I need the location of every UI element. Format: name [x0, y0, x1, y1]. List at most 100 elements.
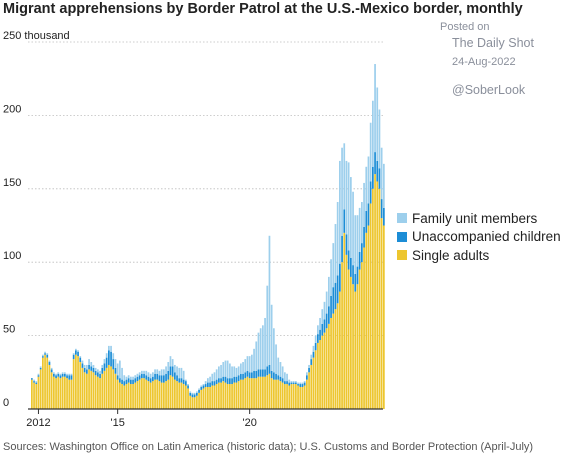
bar-unaccompanied — [88, 364, 90, 370]
bar-single — [182, 384, 185, 409]
bar-unaccompanied — [134, 378, 137, 383]
bar-single — [121, 384, 123, 409]
bar-unaccompanied — [361, 243, 363, 263]
bar-single — [237, 381, 240, 409]
bar-family — [178, 367, 181, 379]
bar-single — [268, 373, 271, 409]
bar-unaccompanied — [79, 357, 82, 363]
bar-family — [279, 362, 282, 377]
bar-single — [97, 376, 99, 409]
bar-family — [233, 366, 236, 377]
bar-family — [35, 381, 38, 383]
bar-single — [68, 379, 71, 409]
bar-unaccompanied — [334, 282, 337, 310]
bar-unaccompanied — [141, 373, 143, 379]
bar-family — [196, 391, 198, 393]
bar-family — [198, 388, 200, 390]
bar-single — [176, 381, 178, 409]
bar-unaccompanied — [33, 381, 35, 383]
legend-label-unaccompanied: Unaccompanied children — [412, 229, 561, 245]
bar-family — [202, 384, 205, 386]
bar-single — [312, 357, 315, 409]
bar-family — [317, 325, 319, 335]
bar-family — [321, 309, 324, 324]
bar-family — [347, 162, 350, 251]
bar-unaccompanied — [187, 385, 189, 389]
bar-single — [273, 379, 275, 409]
bar-unaccompanied — [279, 376, 282, 382]
bar-unaccompanied — [352, 265, 354, 285]
bar-unaccompanied — [189, 392, 192, 396]
bar-family — [277, 357, 280, 376]
bar-family — [169, 356, 172, 367]
bar-family — [268, 235, 271, 365]
bar-family — [42, 354, 44, 357]
bar-unaccompanied — [90, 366, 93, 371]
chart-title: Migrant apprehensions by Border Patrol a… — [3, 1, 523, 17]
bar-family — [156, 369, 159, 374]
bar-unaccompanied — [136, 376, 139, 382]
bar-unaccompanied — [174, 372, 176, 380]
bar-family — [325, 291, 328, 314]
bar-unaccompanied — [288, 382, 291, 386]
bar-single — [158, 381, 161, 409]
bar-family — [108, 345, 110, 351]
bar-unaccompanied — [83, 367, 86, 373]
bar-single — [70, 379, 73, 409]
bar-single — [339, 291, 341, 409]
bar-family — [246, 356, 249, 371]
bar-single — [50, 372, 53, 409]
bar-family — [193, 392, 196, 395]
bar-family — [237, 366, 240, 376]
bar-family — [352, 191, 354, 266]
bar-family — [297, 382, 299, 385]
bar-unaccompanied — [255, 370, 258, 379]
bar-unaccompanied — [372, 166, 374, 189]
bar-family — [112, 353, 115, 360]
bar-unaccompanied — [224, 376, 227, 383]
bar-unaccompanied — [378, 168, 381, 189]
bar-unaccompanied — [37, 375, 40, 377]
bar-family — [281, 366, 284, 379]
legend-item-single: Single adults — [397, 246, 561, 265]
bar-unaccompanied — [94, 370, 97, 376]
bar-unaccompanied — [158, 375, 161, 382]
bar-unaccompanied — [215, 379, 218, 385]
bar-single — [108, 364, 110, 409]
bar-unaccompanied — [143, 373, 145, 379]
bar-unaccompanied — [121, 379, 123, 385]
bar-single — [42, 357, 44, 409]
bar-unaccompanied — [310, 359, 313, 365]
bar-family — [185, 379, 187, 382]
bar-single — [92, 372, 95, 409]
bar-single — [262, 376, 264, 409]
bar-single — [321, 335, 324, 409]
bar-single — [187, 388, 189, 409]
bar-single — [145, 379, 148, 409]
bar-unaccompanied — [182, 379, 185, 385]
y-tick-label: 150 — [3, 177, 21, 189]
bar-single — [336, 303, 339, 409]
bar-unaccompanied — [46, 354, 49, 358]
bar-single — [325, 328, 328, 409]
bar-single — [354, 291, 357, 409]
bar-family — [44, 351, 46, 354]
bar-family — [143, 370, 145, 374]
bar-single — [138, 379, 141, 409]
bar-unaccompanied — [383, 207, 385, 226]
watermark-posted-on: Posted on — [440, 21, 490, 33]
bar-single — [363, 247, 365, 409]
bar-family — [242, 362, 244, 374]
bar-unaccompanied — [235, 376, 238, 383]
bar-unaccompanied — [244, 372, 247, 379]
bar-unaccompanied — [301, 384, 304, 387]
bar-single — [116, 379, 119, 409]
bar-single — [110, 366, 112, 409]
bar-family — [292, 381, 295, 383]
bar-single — [207, 386, 209, 409]
bar-family — [149, 373, 152, 379]
bar-family — [138, 372, 141, 376]
bar-family — [361, 202, 363, 244]
bar-single — [361, 262, 363, 409]
bar-family — [211, 373, 214, 382]
